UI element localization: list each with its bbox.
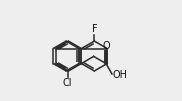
Text: O: O <box>103 41 110 51</box>
Text: Cl: Cl <box>63 78 72 88</box>
Text: F: F <box>92 24 97 34</box>
Text: OH: OH <box>112 69 128 79</box>
